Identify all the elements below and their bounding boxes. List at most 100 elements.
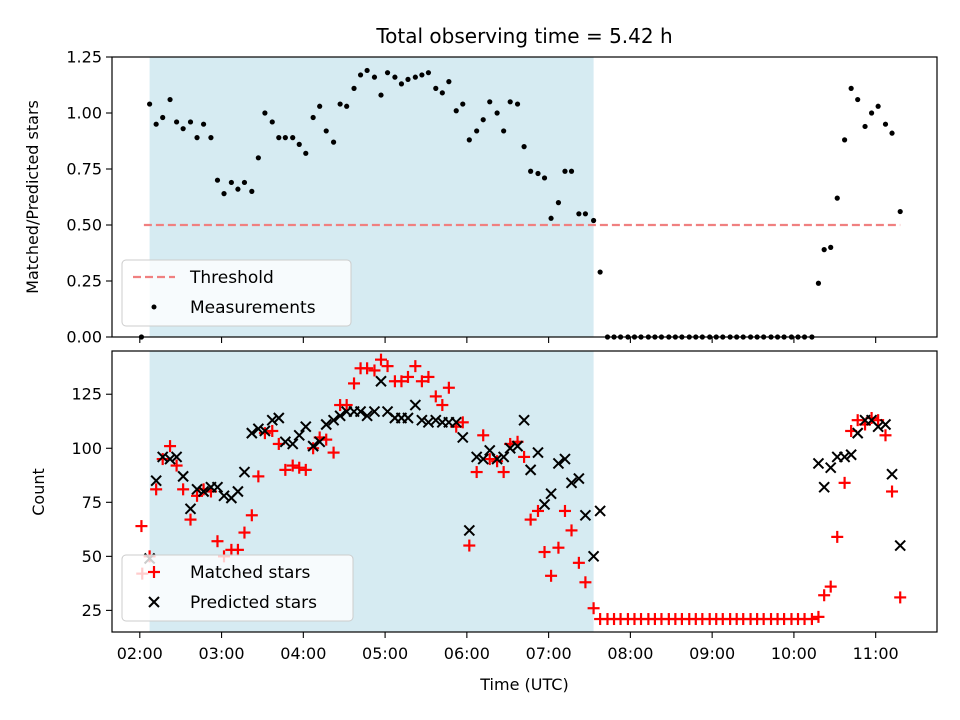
predicted-star-point: [450, 416, 462, 429]
measurement-point: [548, 215, 554, 221]
matched-star-point: [552, 541, 565, 554]
measurement-point: [453, 108, 459, 114]
measurement-point: [507, 99, 513, 105]
predicted-star-point: [872, 420, 884, 433]
predicted-star-point: [177, 470, 189, 483]
count-legend-box: [121, 554, 354, 622]
matched-star-point: [824, 580, 837, 593]
matched-star-point: [436, 399, 449, 412]
predicted-star-point: [422, 416, 435, 429]
matched-star-point: [565, 524, 578, 537]
measurement-point: [262, 110, 268, 116]
predicted-star-point: [851, 427, 864, 439]
predicted-star-point: [402, 412, 414, 424]
predicted-star-point: [354, 405, 367, 418]
predicted-star-point: [886, 468, 898, 480]
legend-matched-swatch: [148, 566, 160, 578]
predicted-star-point: [286, 438, 299, 450]
x-tick-label: 08:00: [607, 644, 653, 663]
matched-star-point: [838, 476, 851, 489]
predicted-star-point: [457, 431, 469, 444]
measurement-point: [848, 85, 854, 91]
predicted-star-point: [545, 487, 557, 500]
measurement-point: [290, 135, 296, 141]
matched-star-point: [184, 513, 197, 526]
measurement-point: [364, 67, 370, 74]
predicted-star-point: [594, 505, 606, 517]
matched-star-point: [415, 375, 428, 388]
measurement-point: [208, 135, 214, 141]
matched-star-point: [266, 424, 279, 437]
measurement-point: [480, 117, 486, 123]
measurement-point: [834, 195, 840, 201]
y-tick-label: 0.75: [66, 160, 102, 179]
ratio-plot-frame: [111, 56, 938, 338]
matched-star-point: [327, 446, 340, 459]
matched-star-point: [518, 450, 531, 463]
measurement-point: [173, 119, 180, 125]
predicted-star-point: [334, 410, 346, 422]
measurement-point: [194, 135, 200, 141]
measurement-point: [501, 128, 507, 134]
measurement-point: [494, 110, 500, 116]
measurement-point: [180, 126, 186, 132]
matched-star-point: [422, 370, 435, 383]
measurement-point: [446, 79, 452, 85]
predicted-star-point: [818, 481, 830, 493]
matched-star-point: [886, 485, 899, 498]
predicted-star-point: [320, 418, 332, 431]
predicted-star-point: [573, 472, 585, 485]
legend-predicted-label: Predicted stars: [190, 593, 317, 613]
predicted-star-point: [409, 399, 422, 411]
measurement-point: [528, 168, 534, 174]
measurement-point: [590, 217, 597, 224]
matched-star-point: [491, 455, 504, 468]
measurement-point: [200, 121, 207, 127]
x-tick-label: 04:00: [280, 644, 326, 663]
predicted-star-point: [518, 414, 530, 426]
x-tick-label: 11:00: [853, 644, 899, 663]
matched-star-point: [805, 613, 818, 626]
predicted-star-point: [491, 453, 503, 465]
predicted-star-point: [511, 440, 524, 452]
measurement-point: [425, 70, 432, 76]
matched-star-point: [483, 453, 496, 466]
count-y-axis-label: Count: [29, 468, 48, 516]
measurement-point: [576, 211, 582, 217]
measurement-point: [228, 179, 234, 186]
predicted-star-point: [504, 442, 516, 454]
x-tick-label: 03:00: [199, 644, 245, 663]
measurement-point: [392, 74, 398, 80]
matched-star-point: [470, 466, 483, 479]
predicted-star-point: [470, 451, 483, 463]
measurement-point: [487, 99, 493, 105]
predicted-star-point: [259, 425, 271, 437]
y-tick-label: 1.00: [66, 104, 102, 123]
y-tick-label: 0.25: [66, 272, 102, 291]
matched-star-point: [831, 530, 844, 543]
predicted-star-point: [156, 451, 169, 463]
measurement-point: [597, 269, 603, 275]
measurement-point: [821, 247, 827, 253]
measurement-point: [269, 119, 275, 125]
predicted-star-point: [164, 453, 176, 465]
x-tick-label: 09:00: [689, 644, 735, 663]
matched-star-point: [524, 513, 537, 526]
measurement-point: [249, 188, 255, 194]
matched-star-point: [231, 543, 244, 556]
predicted-star-point: [170, 451, 183, 463]
legend-predicted-swatch: [148, 596, 160, 608]
predicted-star-point: [211, 481, 224, 493]
legend-measurements-swatch: [151, 304, 157, 310]
predicted-star-point: [824, 462, 837, 474]
matched-star-point: [558, 504, 571, 517]
measurement-point: [868, 110, 875, 116]
predicted-star-point: [246, 427, 258, 439]
measurement-point: [303, 150, 309, 156]
measurement-point: [310, 114, 316, 121]
predicted-star-point: [559, 453, 571, 465]
measurement-point: [439, 90, 445, 96]
predicted-star-point: [838, 451, 851, 463]
ratio-panel: 0.00 0.25 0.50 0.75 1.00 1.25 Total observing…: [23, 24, 938, 347]
matched-star-point: [538, 546, 551, 559]
